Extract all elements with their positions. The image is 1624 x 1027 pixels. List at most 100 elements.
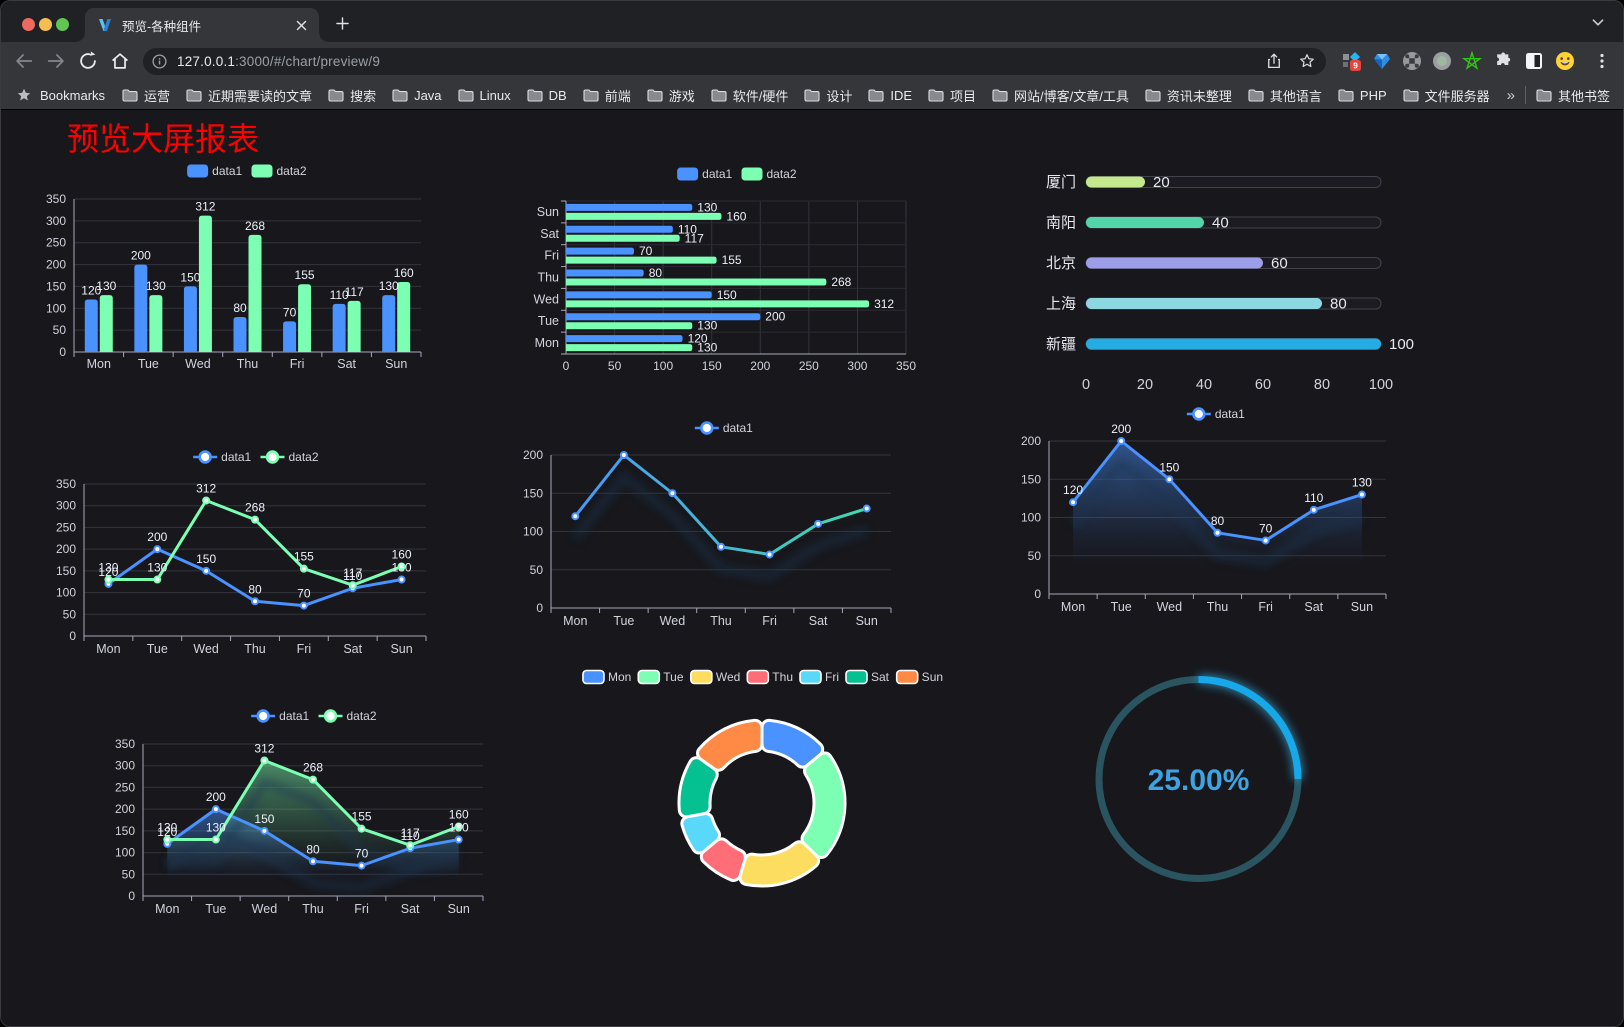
svg-text:Tue: Tue xyxy=(205,902,226,916)
svg-text:南阳: 南阳 xyxy=(1046,215,1076,232)
svg-text:Sat: Sat xyxy=(343,642,362,656)
svg-text:300: 300 xyxy=(115,759,135,773)
folder-icon xyxy=(1536,88,1552,102)
bookmark-item[interactable]: DB xyxy=(527,88,567,103)
svg-text:data1: data1 xyxy=(702,167,732,181)
chart-gauge[interactable]: 25.00% xyxy=(1078,659,1323,909)
kebab-menu-icon[interactable] xyxy=(1593,52,1611,70)
bookmark-item[interactable]: 设计 xyxy=(804,86,852,105)
bookmark-item[interactable]: IDE xyxy=(868,88,912,103)
extension-gem-icon[interactable] xyxy=(1372,51,1392,71)
other-bookmarks-folder[interactable]: 其他书签 xyxy=(1536,86,1610,105)
gauge-progress xyxy=(1198,676,1302,780)
bookmark-item[interactable]: 运营 xyxy=(122,86,170,105)
bookmarks-caption[interactable]: Bookmarks xyxy=(40,87,106,103)
url-text[interactable]: 127.0.0.1:3000/#/chart/preview/9 xyxy=(177,54,380,69)
svg-text:Sat: Sat xyxy=(809,614,828,628)
share-icon[interactable] xyxy=(1265,52,1283,70)
svg-text:200: 200 xyxy=(131,249,151,263)
bookmark-item[interactable]: 近期需要读的文章 xyxy=(186,86,312,105)
chart-legend[interactable]: data1 data2 xyxy=(251,709,377,723)
tab-close-icon[interactable] xyxy=(293,17,309,33)
chart-line-multi[interactable]: data1 data2 0 50 100 150 200 250 300 350 Mon Tue Wed… xyxy=(41,442,481,682)
bookmark-item[interactable]: PHP xyxy=(1338,88,1387,103)
browser-tab[interactable]: 预览-各种组件 xyxy=(76,8,328,42)
svg-text:80: 80 xyxy=(306,842,320,856)
chart-legend[interactable]: data1 xyxy=(1186,407,1245,421)
site-info-icon[interactable] xyxy=(152,54,167,69)
bookmark-item[interactable]: 网站/博客/文章/工具 xyxy=(992,86,1129,105)
chart-progress-bars[interactable]: 厦门 20 南阳 40 北京 60 上海 80 新疆 100 0 20 40 60 80 100 xyxy=(1021,152,1461,407)
svg-text:Sat: Sat xyxy=(1304,600,1323,614)
svg-text:250: 250 xyxy=(46,236,66,250)
extension-star-icon[interactable] xyxy=(1462,51,1482,71)
back-button[interactable] xyxy=(13,50,35,72)
svg-text:130: 130 xyxy=(1352,476,1372,490)
bookmark-label: 搜索 xyxy=(350,88,377,104)
bookmark-item[interactable]: 前端 xyxy=(583,86,631,105)
svg-text:200: 200 xyxy=(206,790,226,804)
bookmarks-overflow-chevron[interactable]: » xyxy=(1506,86,1515,104)
chart-legend[interactable]: Mon Tue Wed Thu Fri Sat Sun xyxy=(582,669,943,685)
minimize-window-button[interactable] xyxy=(39,18,52,31)
bookmark-item[interactable]: 游戏 xyxy=(647,86,695,105)
browser-toolbar: 127.0.0.1:3000/#/chart/preview/9 9 xyxy=(1,42,1623,81)
bookmarks-star-icon[interactable] xyxy=(16,87,32,103)
bookmark-label: 设计 xyxy=(826,88,853,104)
address-bar[interactable]: 127.0.0.1:3000/#/chart/preview/9 xyxy=(143,48,1326,75)
extension-split-square-icon[interactable] xyxy=(1524,51,1544,71)
svg-text:155: 155 xyxy=(722,253,742,267)
bookmark-item[interactable]: 其他语言 xyxy=(1248,86,1322,105)
bookmark-item[interactable]: Linux xyxy=(457,88,511,103)
chart-donut[interactable]: Mon Tue Wed Thu Fri Sat Sun xyxy=(541,657,991,942)
tab-search-chevron-icon[interactable] xyxy=(1587,11,1609,33)
svg-text:0: 0 xyxy=(563,359,570,373)
bookmark-item[interactable]: 资讯未整理 xyxy=(1145,86,1232,105)
extension-colored-icon[interactable]: 9 xyxy=(1342,51,1362,71)
chart-legend[interactable]: data1 data2 xyxy=(677,167,797,181)
chart-line-gradient[interactable]: data1 0 50 100 150 200 Mon Tue Wed Thu Fri Sat Sun xyxy=(501,407,946,647)
chart-area-single[interactable]: data1 0 50 100 150 200 Mon Tue Wed Thu Fri Sat Sun 12… xyxy=(1001,402,1451,642)
new-tab-button[interactable] xyxy=(333,14,352,33)
svg-text:Mon: Mon xyxy=(608,670,631,684)
x-axis-labels: Mon Tue Wed Thu Fri Sat Sun xyxy=(155,902,470,916)
pie-slices[interactable] xyxy=(677,718,847,888)
reload-button[interactable] xyxy=(77,50,99,72)
chart-legend[interactable]: data1 data2 xyxy=(187,164,307,178)
svg-text:300: 300 xyxy=(56,499,76,513)
svg-text:117: 117 xyxy=(685,231,704,245)
zoom-window-button[interactable] xyxy=(56,18,69,31)
svg-text:Thu: Thu xyxy=(537,271,559,285)
progress-bars-svg: 厦门 20 南阳 40 北京 60 上海 80 新疆 100 0 20 40 60 80 100 xyxy=(1046,174,1414,393)
svg-text:0: 0 xyxy=(1082,377,1090,393)
extensions-puzzle-icon[interactable] xyxy=(1493,51,1513,71)
bookmark-label: IDE xyxy=(890,87,913,103)
svg-text:110: 110 xyxy=(1304,491,1323,505)
forward-button[interactable] xyxy=(45,50,67,72)
tab-title: 预览-各种组件 xyxy=(122,19,202,34)
folder-icon xyxy=(868,88,884,102)
chart-legend[interactable]: data1 data2 xyxy=(193,450,319,464)
chart-bar-grouped[interactable]: data1 data2 0 50 100 150 200 250 300 350 Mon Tue Wed… xyxy=(41,152,481,392)
extension-emoji-icon[interactable] xyxy=(1555,51,1575,71)
bookmark-item[interactable]: 软件/硬件 xyxy=(711,86,788,105)
svg-text:data1: data1 xyxy=(212,164,242,178)
svg-text:50: 50 xyxy=(63,607,77,621)
close-window-button[interactable] xyxy=(22,18,35,31)
bookmark-item[interactable]: 文件服务器 xyxy=(1403,86,1490,105)
chart-legend[interactable]: data1 xyxy=(694,421,753,435)
extension-record-icon[interactable] xyxy=(1432,51,1452,71)
bookmark-item[interactable]: 搜索 xyxy=(328,86,376,105)
svg-text:80: 80 xyxy=(1211,514,1225,528)
chart-area-multi[interactable]: data1 data2 0 50 100 150 200 250 300 350 Mon Tue Wed… xyxy=(91,697,531,937)
svg-text:Tue: Tue xyxy=(138,357,159,371)
bookmark-star-icon[interactable] xyxy=(1298,52,1316,70)
extension-command-icon[interactable] xyxy=(1402,51,1422,71)
chart-bar-horizontal[interactable]: data1 data2 Mon Tue Wed Thu Fri Sat Sun 0 50 100 150… xyxy=(521,152,961,392)
svg-text:70: 70 xyxy=(355,847,369,861)
bookmark-item[interactable]: Java xyxy=(392,88,442,103)
bookmark-item[interactable]: 项目 xyxy=(928,86,976,105)
home-button[interactable] xyxy=(109,50,131,72)
svg-text:新疆: 新疆 xyxy=(1046,336,1076,353)
svg-text:350: 350 xyxy=(896,359,916,373)
